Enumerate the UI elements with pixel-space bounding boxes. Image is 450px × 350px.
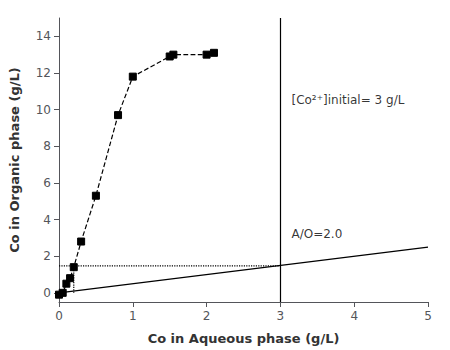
svg-text:4: 4 [43,213,51,227]
svg-text:5: 5 [424,309,432,323]
svg-text:Co in Aqueous phase (g/L): Co in Aqueous phase (g/L) [148,331,340,346]
svg-text:2: 2 [43,249,51,263]
svg-text:12: 12 [36,66,51,80]
svg-text:Co in Organic phase (g/L): Co in Organic phase (g/L) [7,67,22,252]
svg-text:0: 0 [43,286,51,300]
svg-text:14: 14 [36,29,51,43]
svg-text:4: 4 [350,309,358,323]
svg-text:1: 1 [129,309,137,323]
svg-text:A/O=2.0: A/O=2.0 [291,227,342,241]
svg-text:2: 2 [203,309,211,323]
svg-text:10: 10 [36,103,51,117]
svg-text:6: 6 [43,176,51,190]
svg-text:3: 3 [277,309,285,323]
svg-text:8: 8 [43,139,51,153]
svg-text:[Co²⁺]initial= 3 g/L: [Co²⁺]initial= 3 g/L [291,93,404,107]
svg-text:0: 0 [55,309,63,323]
